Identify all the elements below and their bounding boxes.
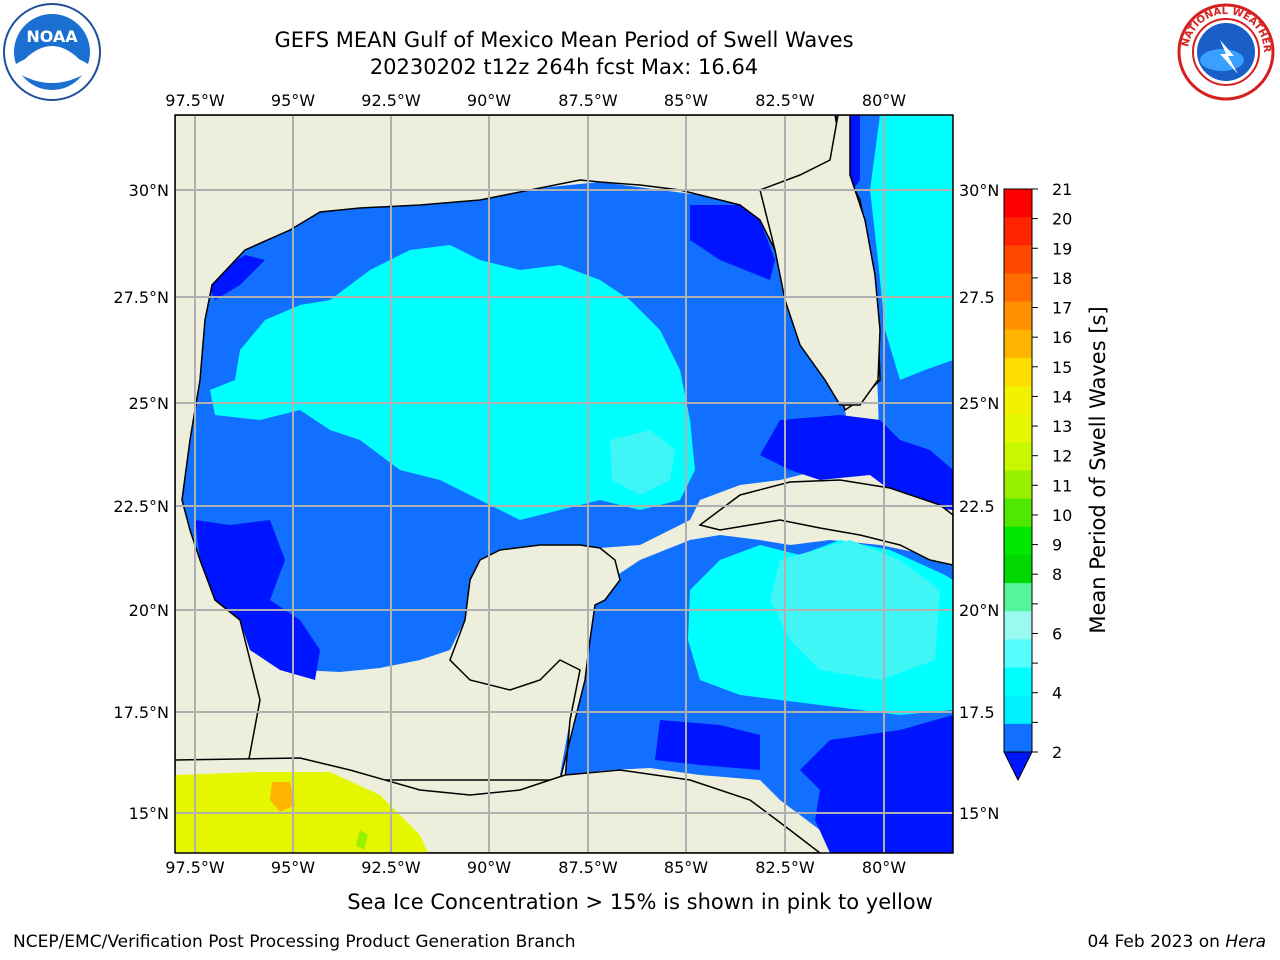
colorbar-swatch [1004,386,1032,415]
colorbar-tick-label: 21 [1052,180,1072,199]
lat-label-left: 30°N [129,181,169,200]
colorbar-swatch [1004,273,1032,303]
colorbar-swatch [1004,639,1032,669]
lon-label-bottom: 85°W [664,858,708,877]
colorbar-tick-label: 18 [1052,269,1072,288]
lat-label-right: 25°N [959,394,999,413]
lon-label-bottom: 80°W [862,858,906,877]
gulf-light-cyan-patch [610,430,675,495]
lon-label-top: 87.5°W [558,91,618,110]
colorbar-tick-label: 12 [1052,447,1072,466]
lat-label-left: 25°N [129,394,169,413]
colorbar-swatch [1004,442,1032,471]
graticule [175,115,953,853]
lon-label-top: 80°W [862,91,906,110]
lat-label-right: 15°N [959,804,999,823]
footer-date-text: 04 Feb 2023 on [1087,932,1226,952]
colorbar-swatch [1004,245,1032,274]
colorbar-tick-label: 13 [1052,417,1072,436]
colorbar-tick-label: 9 [1052,536,1062,555]
deep-blue-patch-bay-campeche [195,520,320,680]
colorbar-swatch [1004,357,1032,387]
lon-label-top: 85°W [664,91,708,110]
colorbar-tick-label: 17 [1052,299,1072,318]
footer-branch: NCEP/EMC/Verification Post Processing Pr… [13,932,576,952]
nws-logo: NATIONAL WEATHER SERVICE [1176,2,1275,101]
colorbar-swatch [1004,217,1032,246]
colorbar-swatch [1004,611,1032,640]
sea-ice-note: Sea Ice Concentration > 15% is shown in … [347,890,933,914]
lon-label-top: 90°W [467,91,511,110]
map-frame [174,114,954,854]
map-subtitle: 20230202 t12z 264h fcst Max: 16.64 [369,55,759,79]
colorbar-tick-label: 11 [1052,476,1072,495]
colorbar-extend-arrow [1003,751,1033,782]
colorbar-swatch [1004,329,1032,359]
colorbar-tick-label: 4 [1052,684,1062,703]
lon-label-top: 97.5°W [165,91,225,110]
deep-blue-patch-west-coast [205,255,265,300]
colorbar-swatch [1004,526,1032,556]
colorbar-tick-label: 20 [1052,210,1072,229]
colorbar: 21 20 19 18 17 16 15 14 13 12 11 10 9 8 6 4 2 [1003,180,1072,782]
colorbar-tick-label: 16 [1052,328,1072,347]
footer-host: Hera [1225,932,1266,952]
colorbar-tick-label: 10 [1052,506,1072,525]
colorbar-swatch [1004,301,1032,331]
lat-label-right: 20°N [959,601,999,620]
lat-label-left: 17.5°N [113,703,169,722]
colorbar-tick-label: 8 [1052,565,1062,584]
pacific-orange-patch [270,782,295,812]
lat-label-right: 27.5 [959,288,995,307]
colorbar-swatch [1004,189,1032,218]
colorbar-tick-label: 6 [1052,624,1062,643]
colorbar-swatch [1004,695,1032,725]
noaa-logo: NOAA [3,3,101,101]
cuba-land [698,479,953,566]
footer-date: 04 Feb 2023 on Hera [1088,932,1266,952]
colorbar-swatch [1004,667,1032,697]
deep-blue-patch-honduras [655,720,760,770]
lat-label-right: 22.5 [959,497,995,516]
lon-label-bottom: 90°W [467,858,511,877]
lon-label-bottom: 97.5°W [165,858,225,877]
lon-label-bottom: 87.5°W [558,858,618,877]
colorbar-tick-label: 2 [1052,743,1062,762]
colorbar-swatch [1004,414,1032,443]
colorbar-swatch [1004,583,1032,612]
colorbar-swatch [1004,470,1032,500]
colorbar-swatch [1004,723,1032,753]
deep-blue-patch-caribbean-south [800,715,953,853]
colorbar-frame [1003,188,1033,753]
lon-label-top: 95°W [271,91,315,110]
lat-label-left: 15°N [129,804,169,823]
lon-label-bottom: 95°W [271,858,315,877]
map-title: GEFS MEAN Gulf of Mexico Mean Period of … [274,28,854,52]
noaa-logo-text: NOAA [26,27,78,46]
lon-label-bottom: 92.5°W [361,858,421,877]
colorbar-swatch [1004,498,1032,528]
gulf-cyan-region [210,245,695,520]
lon-label-top: 92.5°W [361,91,421,110]
colorbar-swatch [1004,554,1032,584]
colorbar-tick-label: 15 [1052,358,1072,377]
lat-label-right: 17.5 [959,703,995,722]
colorbar-tick-label: 14 [1052,387,1072,406]
lon-label-bottom: 82.5°W [755,858,815,877]
deep-blue-patch-florida-straits [760,415,953,510]
atlantic-cyan-region [870,115,953,380]
pacific-green-patch [356,830,368,850]
colorbar-label: Mean Period of Swell Waves [s] [1086,306,1110,633]
lat-label-left: 22.5°N [113,497,169,516]
florida-land [759,115,881,406]
colorbar-tick-label: 19 [1052,239,1072,258]
yucatan-land [175,544,621,853]
lat-label-right: 30°N [959,181,999,200]
lat-label-left: 20°N [129,601,169,620]
lon-label-top: 82.5°W [755,91,815,110]
deep-blue-patch-ne-gulf [690,205,775,280]
lat-label-left: 27.5°N [113,288,169,307]
